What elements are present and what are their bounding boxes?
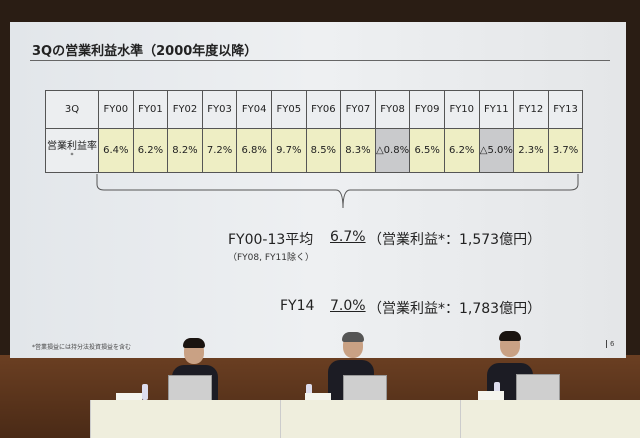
laptop <box>168 375 212 403</box>
margin-value: 6.5% <box>409 128 445 173</box>
brace-bracket <box>96 174 579 209</box>
margin-value: 6.4% <box>98 128 134 173</box>
year-header: FY10 <box>443 90 480 129</box>
margin-value: 8.3% <box>340 128 376 173</box>
margin-value: 6.2% <box>443 128 480 173</box>
fy14-label: FY14 <box>280 298 315 314</box>
row-label: 営業利益率* <box>45 128 99 173</box>
year-header: FY00 <box>98 90 134 129</box>
average-detail: （営業利益*：1,573億円） <box>368 232 542 248</box>
projection-screen: 3Qの営業利益水準（2000年度以降） 3Q FY00 FY01 FY02 FY03 FY… <box>10 22 626 358</box>
fy14-detail: （営業利益*：1,783億円） <box>368 301 542 317</box>
desk-right <box>460 400 640 438</box>
fy14-value: 7.0% <box>330 298 366 314</box>
name-plate <box>116 393 142 403</box>
name-plate <box>305 393 331 403</box>
row-label-text: 営業利益率 <box>47 140 97 152</box>
margin-value: 8.5% <box>305 128 342 173</box>
presenter-hair <box>342 332 364 342</box>
table-header-row: 3Q FY00 FY01 FY02 FY03 FY04 FY05 FY06 FY07 FY08 FY… <box>45 90 584 129</box>
presenter-hair <box>499 331 521 341</box>
footnote: *営業損益には持分法投資損益を含む <box>32 344 132 351</box>
margin-value: 3.7% <box>547 128 584 173</box>
margin-value: 6.2% <box>132 128 169 173</box>
page-number: 6 <box>606 340 614 348</box>
margin-value: 6.8% <box>236 128 272 173</box>
year-header: FY01 <box>132 90 169 129</box>
row-label-mark: * <box>70 151 74 159</box>
margin-value: △0.8% <box>374 128 411 173</box>
year-header: FY12 <box>513 90 549 129</box>
row-header-3q: 3Q <box>45 90 99 129</box>
laptop <box>343 375 387 403</box>
water-bottle <box>494 382 500 398</box>
name-plate <box>478 391 504 401</box>
water-bottle <box>306 384 312 400</box>
desk-left <box>90 400 280 438</box>
margin-value: 8.2% <box>167 128 203 173</box>
average-value: 6.7% <box>330 229 366 245</box>
title-divider <box>30 60 610 61</box>
margin-value: 9.7% <box>270 128 307 173</box>
year-header: FY09 <box>409 90 445 129</box>
presenter-hair <box>183 338 205 348</box>
year-header: FY04 <box>236 90 272 129</box>
year-header: FY06 <box>305 90 342 129</box>
average-label: FY00-13平均 <box>228 232 314 248</box>
year-header: FY13 <box>547 90 584 129</box>
table-value-row: 営業利益率* 6.4% 6.2% 8.2% 7.2% 6.8% 9.7% 8.5% 8.3% △0… <box>45 128 584 173</box>
water-bottle <box>142 384 148 400</box>
laptop <box>516 374 560 402</box>
profit-margin-table: 3Q FY00 FY01 FY02 FY03 FY04 FY05 FY06 FY07 FY08 FY… <box>45 90 584 173</box>
year-header: FY03 <box>201 90 238 129</box>
margin-value: 2.3% <box>513 128 549 173</box>
margin-value: 7.2% <box>201 128 238 173</box>
average-note: （FY08, FY11除く） <box>228 253 314 263</box>
slide-title: 3Qの営業利益水準（2000年度以降） <box>32 44 258 59</box>
year-header: FY05 <box>270 90 307 129</box>
margin-value: △5.0% <box>478 128 515 173</box>
year-header: FY02 <box>167 90 203 129</box>
year-header: FY08 <box>374 90 411 129</box>
desk-center <box>280 400 460 438</box>
year-header: FY11 <box>478 90 515 129</box>
year-header: FY07 <box>340 90 376 129</box>
